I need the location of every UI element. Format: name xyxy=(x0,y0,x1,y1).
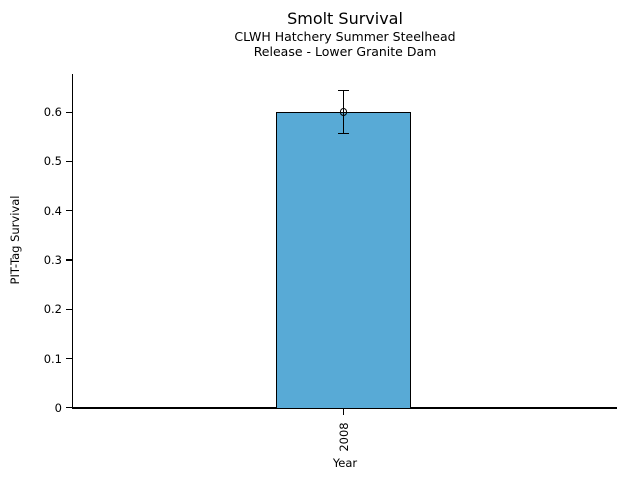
y-tick-label: 0.2 xyxy=(43,302,62,317)
y-tick-label: 0.4 xyxy=(43,203,62,218)
y-tick-mark xyxy=(65,111,73,113)
data-point-marker xyxy=(339,108,348,116)
y-tick-mark xyxy=(65,357,73,360)
bar-2008 xyxy=(275,112,412,410)
y-tick-label: 0.1 xyxy=(43,351,62,366)
x-axis-label: Year xyxy=(332,456,358,470)
chart-subtitle-line2: Release - Lower Granite Dam xyxy=(253,44,437,59)
x-tick-mark xyxy=(342,408,345,415)
y-tick-mark xyxy=(65,259,73,261)
y-tick-mark xyxy=(65,308,73,310)
y-tick-mark xyxy=(65,407,73,409)
chart-title: Smolt Survival xyxy=(287,9,403,28)
y-tick-label: 0.6 xyxy=(43,105,62,120)
y-tick-mark xyxy=(65,160,73,163)
error-bar-cap-top xyxy=(338,89,350,92)
chart-subtitle-line1: CLWH Hatchery Summer Steelhead xyxy=(234,29,456,44)
y-tick-label: 0 xyxy=(54,400,62,415)
y-tick-mark xyxy=(65,210,73,212)
x-tick-label: 2008 xyxy=(336,422,351,452)
y-axis-spine xyxy=(72,74,74,409)
y-tick-label: 0.3 xyxy=(43,252,62,267)
error-bar-cap-bottom xyxy=(338,132,350,134)
y-tick-label: 0.5 xyxy=(43,154,62,169)
